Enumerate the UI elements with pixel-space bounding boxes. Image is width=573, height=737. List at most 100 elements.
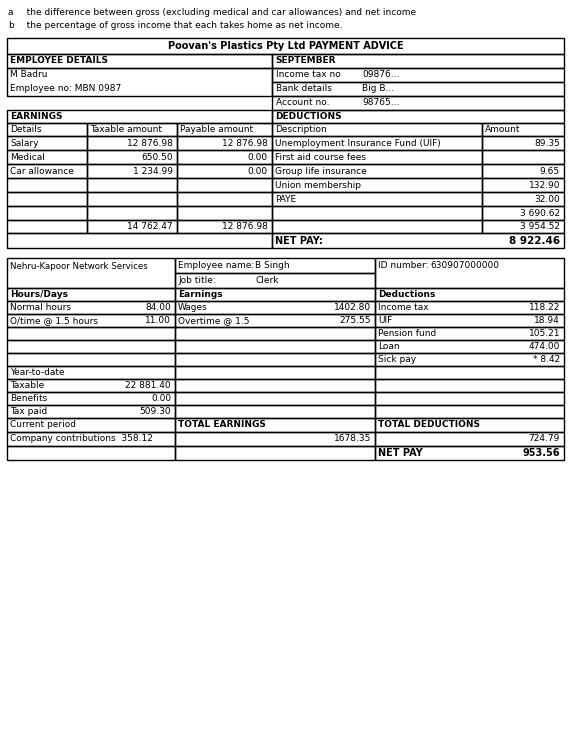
Text: Taxable amount: Taxable amount bbox=[90, 125, 162, 134]
Bar bbox=[482, 123, 564, 136]
Bar bbox=[175, 273, 375, 288]
Bar bbox=[272, 96, 564, 110]
Text: 3 954.52: 3 954.52 bbox=[520, 222, 560, 231]
Text: 132.90: 132.90 bbox=[528, 181, 560, 190]
Text: 3 690.62: 3 690.62 bbox=[520, 209, 560, 218]
Text: the difference between gross (excluding medical and car allowances) and net inco: the difference between gross (excluding … bbox=[18, 8, 416, 17]
Bar bbox=[272, 220, 482, 233]
Bar bbox=[177, 192, 272, 206]
Text: 98765...: 98765... bbox=[362, 98, 399, 107]
Text: NET PAY: NET PAY bbox=[378, 448, 423, 458]
Bar bbox=[175, 446, 375, 460]
Bar bbox=[375, 432, 564, 446]
Bar bbox=[175, 340, 375, 353]
Text: Benefits: Benefits bbox=[10, 394, 47, 403]
Bar bbox=[272, 192, 482, 206]
Bar bbox=[375, 314, 564, 327]
Bar bbox=[375, 258, 564, 288]
Text: Unemployment Insurance Fund (UIF): Unemployment Insurance Fund (UIF) bbox=[275, 139, 441, 148]
Text: SEPTEMBER: SEPTEMBER bbox=[275, 56, 336, 65]
Text: Employee name:: Employee name: bbox=[178, 261, 254, 270]
Bar bbox=[87, 178, 177, 192]
Text: Taxable: Taxable bbox=[10, 381, 44, 390]
Bar bbox=[272, 110, 564, 123]
Bar bbox=[7, 327, 175, 340]
Bar bbox=[375, 379, 564, 392]
Text: Income tax: Income tax bbox=[378, 303, 429, 312]
Bar bbox=[7, 150, 87, 164]
Bar bbox=[375, 327, 564, 340]
Text: a: a bbox=[8, 8, 14, 17]
Text: 32.00: 32.00 bbox=[534, 195, 560, 204]
Text: EARNINGS: EARNINGS bbox=[10, 112, 62, 121]
Bar bbox=[7, 110, 272, 123]
Bar bbox=[7, 206, 87, 220]
Text: UIF: UIF bbox=[378, 316, 393, 325]
Text: 275.55: 275.55 bbox=[339, 316, 371, 325]
Text: 12 876.98: 12 876.98 bbox=[127, 139, 173, 148]
Text: Job title:: Job title: bbox=[178, 276, 216, 285]
Bar bbox=[177, 178, 272, 192]
Text: 9.65: 9.65 bbox=[540, 167, 560, 176]
Bar bbox=[87, 150, 177, 164]
Text: 724.79: 724.79 bbox=[529, 434, 560, 443]
Text: 105.21: 105.21 bbox=[528, 329, 560, 338]
Text: TOTAL EARNINGS: TOTAL EARNINGS bbox=[178, 420, 266, 429]
Text: Income tax no: Income tax no bbox=[276, 70, 341, 79]
Text: 509.30: 509.30 bbox=[139, 407, 171, 416]
Bar bbox=[177, 206, 272, 220]
Bar bbox=[272, 178, 482, 192]
Text: Overtime @ 1.5: Overtime @ 1.5 bbox=[178, 316, 249, 325]
Text: Union membership: Union membership bbox=[275, 181, 361, 190]
Text: 22 881.40: 22 881.40 bbox=[125, 381, 171, 390]
Bar bbox=[7, 233, 272, 248]
Bar bbox=[7, 340, 175, 353]
Bar bbox=[375, 366, 564, 379]
Text: 0.00: 0.00 bbox=[248, 153, 268, 162]
Text: Earnings: Earnings bbox=[178, 290, 223, 299]
Bar bbox=[7, 178, 87, 192]
Text: 1 234.99: 1 234.99 bbox=[133, 167, 173, 176]
Bar bbox=[272, 68, 564, 82]
Bar bbox=[7, 446, 175, 460]
Text: NET PAY:: NET PAY: bbox=[275, 236, 323, 246]
Bar bbox=[482, 192, 564, 206]
Text: M Badru: M Badru bbox=[10, 70, 48, 79]
Bar bbox=[375, 353, 564, 366]
Text: Nehru-Kapoor Network Services: Nehru-Kapoor Network Services bbox=[10, 262, 148, 271]
Bar bbox=[175, 366, 375, 379]
Bar bbox=[175, 379, 375, 392]
Text: Details: Details bbox=[10, 125, 41, 134]
Bar bbox=[482, 206, 564, 220]
Bar bbox=[482, 178, 564, 192]
Text: Tax paid: Tax paid bbox=[10, 407, 47, 416]
Text: Car allowance: Car allowance bbox=[10, 167, 74, 176]
Bar bbox=[177, 220, 272, 233]
Bar bbox=[375, 340, 564, 353]
Text: PAYE: PAYE bbox=[275, 195, 296, 204]
Text: 12 876.98: 12 876.98 bbox=[222, 222, 268, 231]
Bar bbox=[7, 405, 175, 418]
Bar bbox=[7, 301, 175, 314]
Text: Deductions: Deductions bbox=[378, 290, 435, 299]
Text: 89.35: 89.35 bbox=[534, 139, 560, 148]
Bar bbox=[175, 353, 375, 366]
Bar bbox=[7, 314, 175, 327]
Text: 0.00: 0.00 bbox=[248, 167, 268, 176]
Text: 1402.80: 1402.80 bbox=[334, 303, 371, 312]
Bar bbox=[175, 301, 375, 314]
Text: 0.00: 0.00 bbox=[151, 394, 171, 403]
Bar bbox=[7, 379, 175, 392]
Text: Current period: Current period bbox=[10, 420, 76, 429]
Bar bbox=[87, 136, 177, 150]
Bar bbox=[272, 136, 482, 150]
Text: Loan: Loan bbox=[378, 342, 399, 351]
Bar bbox=[7, 418, 175, 432]
Bar bbox=[375, 405, 564, 418]
Bar bbox=[272, 82, 564, 96]
Bar bbox=[175, 327, 375, 340]
Bar bbox=[175, 405, 375, 418]
Text: b: b bbox=[8, 21, 14, 30]
Bar bbox=[375, 392, 564, 405]
Text: 8 922.46: 8 922.46 bbox=[509, 236, 560, 246]
